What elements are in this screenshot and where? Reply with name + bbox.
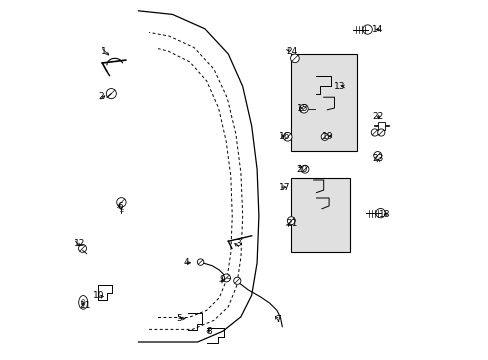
- Text: 7: 7: [274, 315, 280, 324]
- Text: 18: 18: [378, 210, 389, 219]
- Bar: [290, 54, 356, 151]
- Text: 11: 11: [80, 301, 91, 310]
- Text: 9: 9: [219, 275, 224, 284]
- Circle shape: [283, 132, 291, 141]
- Ellipse shape: [81, 300, 85, 305]
- Circle shape: [377, 129, 384, 136]
- Circle shape: [301, 165, 308, 173]
- Circle shape: [106, 89, 116, 99]
- Text: 24: 24: [286, 47, 297, 56]
- Text: 21: 21: [286, 219, 297, 228]
- Circle shape: [117, 198, 126, 207]
- Circle shape: [222, 274, 230, 282]
- Circle shape: [299, 104, 307, 113]
- Circle shape: [197, 259, 203, 265]
- Circle shape: [290, 54, 299, 63]
- Text: 2: 2: [99, 92, 104, 101]
- Bar: [290, 178, 349, 252]
- Circle shape: [362, 25, 371, 34]
- Text: 8: 8: [206, 327, 212, 336]
- Text: 20: 20: [296, 165, 307, 174]
- Text: 19: 19: [322, 132, 333, 140]
- Text: 17: 17: [278, 183, 289, 192]
- Circle shape: [373, 152, 381, 159]
- Circle shape: [233, 277, 241, 284]
- Circle shape: [370, 129, 378, 136]
- Text: 13: 13: [333, 82, 345, 91]
- Text: 4: 4: [183, 258, 188, 267]
- Text: 12: 12: [73, 239, 85, 248]
- Bar: [377, 122, 384, 130]
- Text: 10: 10: [92, 291, 104, 300]
- Text: 3: 3: [235, 239, 241, 248]
- Text: 16: 16: [278, 132, 289, 140]
- Circle shape: [287, 217, 295, 225]
- Text: 22: 22: [372, 112, 383, 121]
- Ellipse shape: [79, 296, 87, 309]
- Text: 15: 15: [296, 104, 307, 112]
- Text: 1: 1: [101, 47, 106, 56]
- Text: 6: 6: [118, 202, 123, 211]
- Text: 23: 23: [372, 154, 383, 163]
- Text: 14: 14: [371, 25, 382, 34]
- Circle shape: [375, 208, 385, 218]
- Text: 5: 5: [176, 314, 182, 323]
- Circle shape: [79, 244, 86, 252]
- Circle shape: [321, 133, 328, 140]
